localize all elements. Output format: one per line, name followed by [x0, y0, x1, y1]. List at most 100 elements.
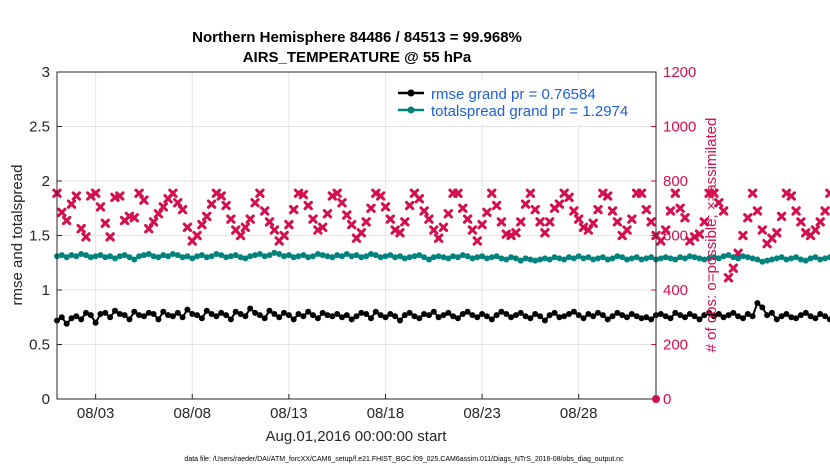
totalspread-point [339, 253, 345, 260]
obs-count-marker [134, 188, 144, 198]
rmse-point [778, 313, 785, 320]
rmse-point [826, 316, 830, 323]
y-tick-label: 3 [42, 64, 50, 81]
obs-count-marker [694, 229, 705, 239]
totalspread-point [411, 253, 418, 260]
totalspread-point [218, 252, 225, 259]
rmse-point [744, 311, 751, 317]
rmse-point [165, 312, 172, 319]
totalspread-point [406, 254, 413, 261]
totalspread-point [561, 256, 568, 263]
obs-count-marker [303, 200, 313, 211]
totalspread-point [232, 252, 239, 259]
rmse-point [131, 308, 138, 315]
rmse-point [479, 311, 486, 317]
rmse-point [749, 313, 756, 320]
rmse-point [595, 309, 601, 316]
rmse-point [406, 309, 413, 316]
totalspread-point [701, 256, 708, 263]
totalspread-point [459, 252, 466, 259]
totalspread-point [735, 255, 742, 262]
y2-tick-label: 400 [663, 282, 688, 299]
obs-count-marker [308, 214, 318, 224]
totalspread-point [377, 254, 384, 261]
totalspread-point [633, 254, 640, 261]
obs-count-marker [665, 206, 676, 216]
y2-axis-label: # of obs: o=possible; ×=assimilated [703, 118, 720, 353]
y-tick-label: 1 [42, 282, 50, 299]
totalspread-point [256, 251, 263, 257]
totalspread-point [131, 256, 138, 263]
totalspread-point [696, 255, 703, 262]
x-tick-label: 08/08 [173, 405, 211, 422]
obs-count-marker [670, 188, 681, 198]
rmse-point [242, 313, 249, 320]
totalspread-point [812, 254, 819, 261]
obs-count-marker [260, 206, 270, 216]
obs-count-marker [627, 214, 637, 224]
totalspread-point [599, 254, 606, 261]
totalspread-point [469, 255, 476, 262]
obs-count-marker [264, 217, 275, 227]
rmse-point [319, 309, 326, 316]
totalspread-point [223, 254, 230, 261]
obs-count-marker [540, 228, 550, 238]
totalspread-point [522, 255, 529, 262]
totalspread-point [590, 256, 597, 263]
totalspread-point [725, 252, 732, 259]
totalspread-point [160, 252, 167, 259]
totalspread-point [281, 253, 287, 260]
right-axis-ticks: 0 200 400 600 800 1000 1200 [663, 64, 696, 408]
totalspread-point [126, 254, 133, 261]
rmse-point [126, 316, 133, 323]
totalspread-point [788, 255, 795, 262]
obs-count-marker [81, 232, 91, 242]
obs-count-marker [182, 222, 193, 233]
y-tick-label: 1.5 [29, 228, 50, 245]
totalspread-point [290, 254, 297, 261]
obs-count-marker [458, 203, 468, 213]
obs-count-marker [472, 236, 482, 246]
obs-count-marker [240, 222, 251, 233]
totalspread-point [566, 254, 572, 261]
x-tick-label: 08/23 [463, 405, 501, 422]
obs-count-marker [569, 206, 579, 216]
x-tick-label: 08/13 [270, 405, 308, 422]
obs-count-marker [796, 217, 806, 227]
obs-count-marker [699, 217, 710, 227]
obs-count-marker [545, 217, 555, 227]
rmse-point [223, 312, 230, 319]
rmse-point [517, 309, 524, 316]
obs-count-marker [496, 217, 507, 227]
obs-count-marker [100, 218, 111, 228]
obs-count-marker [76, 223, 86, 234]
obs-count-marker [284, 219, 294, 230]
totalspread-point [334, 252, 341, 259]
rmse-point [397, 317, 403, 324]
totalspread-point [112, 255, 118, 262]
obs-count-marker [646, 217, 656, 227]
obs-count-marker [404, 200, 415, 211]
totalspread-point [92, 253, 99, 260]
obs-count-marker [95, 202, 106, 212]
rmse-point [474, 314, 481, 321]
totalspread-point [541, 255, 548, 262]
legend-box [393, 80, 653, 124]
totalspread-point [397, 253, 403, 260]
totalspread-point [614, 253, 621, 260]
totalspread-point [797, 256, 804, 263]
y-tick-label: 2.5 [29, 119, 50, 136]
obs-count-marker [728, 263, 738, 273]
rmse-point [464, 308, 471, 315]
obs-count-marker [636, 188, 647, 198]
rmse-point [87, 312, 94, 319]
totalspread-point [672, 256, 679, 263]
totalspread-point [261, 253, 268, 260]
totalspread-point [237, 254, 244, 261]
rmse-point [802, 309, 809, 316]
rmse-point [754, 300, 761, 307]
obs-count-marker [375, 191, 386, 201]
obs-count-marker [477, 219, 487, 230]
rmse-point [310, 312, 316, 319]
rmse-point [198, 315, 205, 322]
